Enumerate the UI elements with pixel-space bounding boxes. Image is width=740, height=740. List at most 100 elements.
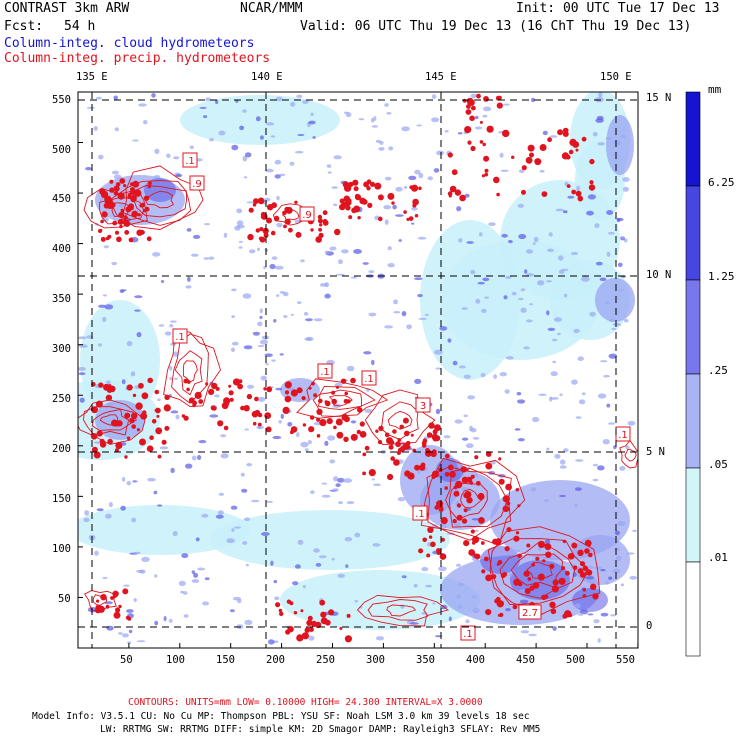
cloud-speckle <box>327 171 332 174</box>
organization-label: NCAR/MMM <box>240 1 303 16</box>
cloud-speckle <box>516 392 522 396</box>
precip-dot <box>346 613 351 618</box>
cloud-speckle <box>417 469 421 474</box>
x-tick-label: 550 <box>616 654 635 666</box>
cloud-speckle <box>458 238 463 243</box>
precip-dot <box>99 188 106 195</box>
cloud-speckle <box>425 584 432 588</box>
dense-cloud-core <box>144 178 176 202</box>
cloud-speckle <box>520 307 527 313</box>
cloud-speckle <box>343 478 353 483</box>
cloud-speckle <box>432 602 436 605</box>
precip-dot <box>421 440 427 446</box>
precip-dot <box>402 417 409 424</box>
cloud-speckle <box>205 97 211 102</box>
cloud-speckle <box>300 441 309 448</box>
precip-dot <box>392 429 397 434</box>
precip-dot <box>318 227 322 232</box>
cloud-speckle <box>416 124 423 127</box>
cloud-speckle <box>431 94 437 99</box>
cloud-speckle <box>571 379 578 385</box>
cloud-speckle <box>553 317 562 322</box>
precip-dot <box>293 611 298 615</box>
colorbar-segment <box>685 185 701 281</box>
cloud-speckle <box>456 206 462 212</box>
cloud-speckle <box>620 583 625 587</box>
cloud-speckle <box>344 111 349 114</box>
cloud-speckle <box>168 618 173 623</box>
cloud-speckle <box>169 324 174 328</box>
cloud-speckle <box>208 256 215 260</box>
precip-dot <box>395 441 401 448</box>
precip-dot <box>137 213 141 217</box>
cloud-speckle <box>488 222 496 227</box>
cloud-speckle <box>154 620 159 626</box>
cloud-speckle <box>159 446 169 450</box>
precip-dot <box>410 433 414 437</box>
cloud-speckle <box>549 135 558 138</box>
precip-dot <box>259 227 264 232</box>
cloud-speckle <box>443 435 451 439</box>
cloud-speckle <box>182 591 188 595</box>
precip-dot <box>479 120 483 124</box>
precip-dot <box>390 456 396 461</box>
cloud-speckle <box>294 564 301 569</box>
precip-contour <box>367 599 429 621</box>
precip-dot <box>402 442 410 450</box>
precip-dot <box>283 224 287 229</box>
precip-contour <box>364 389 436 446</box>
cloud-speckle <box>78 336 87 340</box>
precip-dot <box>105 604 110 609</box>
cloud-speckle <box>548 232 553 237</box>
cloud-speckle <box>98 154 104 160</box>
cloud-speckle <box>154 148 160 154</box>
precip-dot <box>449 471 456 478</box>
cloud-speckle <box>209 138 214 142</box>
cloud-speckle <box>163 615 167 622</box>
precip-dot <box>465 468 469 472</box>
cloud-speckle <box>622 186 629 192</box>
precip-dot <box>306 619 313 627</box>
cloud-speckle <box>563 293 568 298</box>
precip-dot <box>103 202 110 209</box>
cloud-speckle <box>378 147 385 151</box>
precip-dot <box>357 407 363 413</box>
cloud-speckle <box>371 478 375 481</box>
precip-dot <box>587 542 592 547</box>
lat-label-5n: 5 N <box>646 446 665 458</box>
cloud-speckle <box>455 563 462 567</box>
cloud-speckle <box>589 311 596 317</box>
precip-dot <box>116 236 122 243</box>
cloud-speckle <box>549 397 559 400</box>
precip-dot <box>98 229 102 233</box>
cloud-speckle <box>504 389 510 394</box>
precip-dot <box>339 627 343 630</box>
contour-label: .9 <box>302 210 312 221</box>
cloud-speckle <box>608 318 615 323</box>
cloud-speckle <box>559 459 566 465</box>
precip-dot <box>317 214 323 220</box>
cloud-speckle <box>120 505 126 511</box>
cloud-speckle <box>217 510 224 515</box>
cloud-speckle <box>414 277 423 281</box>
precip-contour <box>174 350 203 396</box>
precip-dot <box>343 436 349 442</box>
cloud-speckle <box>121 379 126 385</box>
cloud-hydrometeor-patch <box>595 278 635 322</box>
precip-dot <box>478 517 485 524</box>
precip-dot <box>517 553 522 559</box>
precip-dot <box>186 387 190 392</box>
precip-dot <box>542 559 546 563</box>
precip-dot <box>345 205 351 211</box>
cloud-speckle <box>474 115 479 120</box>
precip-dot <box>294 200 298 204</box>
precip-dot <box>135 402 143 410</box>
cloud-speckle <box>341 249 349 254</box>
precip-dot <box>290 389 298 397</box>
cloud-speckle <box>242 155 248 162</box>
cloud-speckle <box>499 152 504 158</box>
precip-dot <box>582 565 588 571</box>
precip-dot <box>348 215 353 220</box>
model-info-line2: LW: RRTMG SW: RRTMG DIFF: simple KM: 2D … <box>100 724 541 735</box>
cloud-speckle <box>526 319 533 323</box>
